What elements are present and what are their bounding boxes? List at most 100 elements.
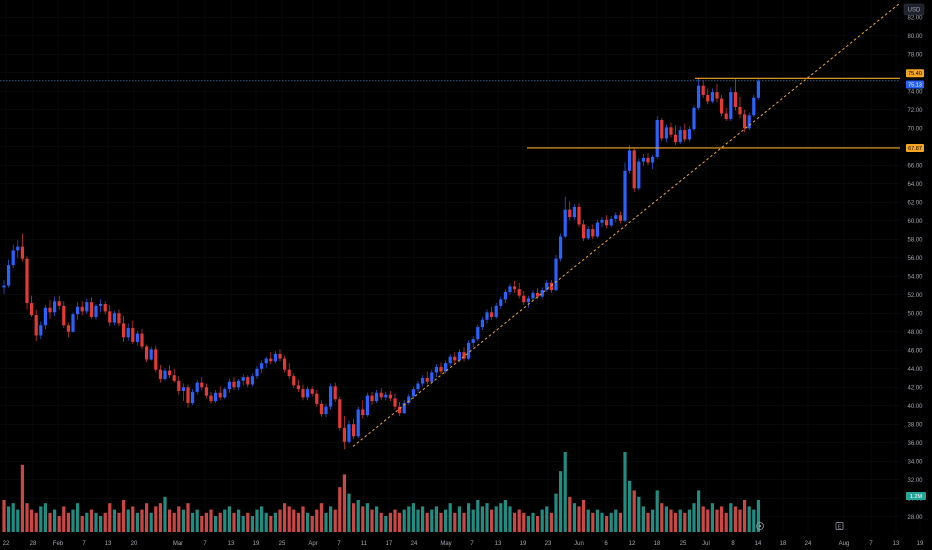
x-tick-label: 11	[361, 541, 368, 547]
candle	[292, 373, 296, 389]
candle	[545, 279, 549, 292]
volume-bar	[324, 512, 328, 532]
candle	[214, 390, 218, 403]
volume-bar	[168, 509, 172, 532]
volume-bar	[20, 464, 24, 532]
volume-bar	[57, 516, 61, 532]
volume-bar	[232, 512, 236, 532]
candle	[218, 386, 222, 401]
candle	[306, 386, 310, 401]
candle	[126, 323, 130, 341]
x-tick-label: 18	[780, 541, 787, 547]
volume-bar	[352, 503, 356, 532]
volume-bar	[94, 512, 98, 532]
volume-bar	[738, 509, 742, 532]
candle	[342, 415, 346, 450]
candle	[195, 379, 199, 395]
candle	[140, 328, 144, 350]
volume-bar	[250, 516, 254, 532]
candle	[559, 233, 563, 262]
volume-bar	[122, 500, 126, 532]
x-tick-label: 7	[82, 541, 86, 547]
candle	[200, 377, 204, 391]
dividend-marker-icon[interactable]	[756, 522, 764, 530]
candle	[628, 144, 632, 174]
volume-bar	[195, 509, 199, 532]
candle	[356, 406, 360, 439]
candle	[618, 211, 622, 224]
candle	[453, 352, 457, 364]
candle	[99, 299, 103, 313]
candle	[641, 154, 645, 167]
volume-bar	[186, 503, 190, 532]
volume-bar	[39, 506, 43, 532]
volume-bar	[669, 509, 673, 532]
y-tick-label: 48.00	[907, 330, 923, 336]
candle	[669, 122, 673, 138]
volume-bar	[503, 500, 507, 532]
candle	[122, 316, 126, 342]
volume-bar	[660, 503, 664, 532]
candle	[227, 378, 231, 393]
x-tick-label: 8	[731, 541, 735, 547]
volume-bar	[292, 509, 296, 532]
y-tick-label: 28.00	[907, 515, 923, 521]
x-tick-label: May	[440, 541, 451, 547]
volume-bar	[453, 512, 457, 532]
volume-bar	[342, 474, 346, 532]
candle	[499, 296, 503, 309]
volume-bar	[7, 506, 11, 532]
x-tick-label: 19	[253, 541, 260, 547]
earnings-marker-icon[interactable]: E	[835, 522, 844, 531]
volume-bar	[163, 496, 167, 532]
volume-bar	[66, 512, 70, 532]
x-tick-label: Feb	[53, 541, 64, 547]
candle	[43, 304, 47, 329]
volume-bar	[444, 509, 448, 532]
volume-bar	[356, 500, 360, 532]
candle	[508, 283, 512, 295]
x-tick-label: 20	[131, 541, 138, 547]
time-axis[interactable]: 22 28 Feb 7 13 20 Mar 7 13 19 25 Apr 7 11 17 24 May 7 13 19…	[3, 541, 924, 547]
volume-bar	[701, 506, 705, 532]
volume-bar	[683, 512, 687, 532]
price-axis[interactable]: 28.0030.0032.0034.0036.0038.0040.0042.00…	[907, 15, 923, 521]
support-price-tag: 67.87	[906, 143, 924, 152]
volume-bar	[416, 509, 420, 532]
volume-bar	[752, 509, 756, 532]
y-tick-label: 32.00	[907, 478, 923, 484]
y-tick-label: 72.00	[907, 108, 923, 114]
support-price-label: 67.87	[908, 146, 922, 152]
volume-bar	[632, 490, 636, 532]
volume-bar	[490, 509, 494, 532]
x-tick-label: Jun	[574, 541, 584, 547]
volume-bar	[586, 509, 590, 532]
candle	[333, 382, 337, 403]
candle	[163, 367, 167, 381]
volume-bar	[48, 512, 52, 532]
x-tick-label: Jul	[702, 541, 710, 547]
volume-bar	[145, 503, 149, 532]
candle	[80, 301, 84, 316]
trendline[interactable]	[352, 2, 901, 447]
volume-bar	[480, 506, 484, 532]
candle	[7, 259, 11, 288]
volume-bar	[582, 500, 586, 532]
candle	[407, 393, 411, 405]
volume-bar	[402, 509, 406, 532]
currency-label[interactable]: USD	[908, 8, 921, 14]
volume-bar	[34, 512, 38, 532]
volume-bar	[540, 509, 544, 532]
candle	[53, 296, 57, 317]
x-tick-label: 6	[604, 541, 608, 547]
candle	[678, 126, 682, 144]
volume-bar	[609, 512, 613, 532]
currency-button[interactable]	[903, 3, 925, 16]
volume-bars	[2, 452, 760, 532]
volume-bar	[200, 516, 204, 532]
volume-bar	[434, 506, 438, 532]
candle	[467, 340, 471, 361]
candle	[471, 336, 475, 348]
resistance-price-tag: 75.40	[906, 69, 924, 78]
